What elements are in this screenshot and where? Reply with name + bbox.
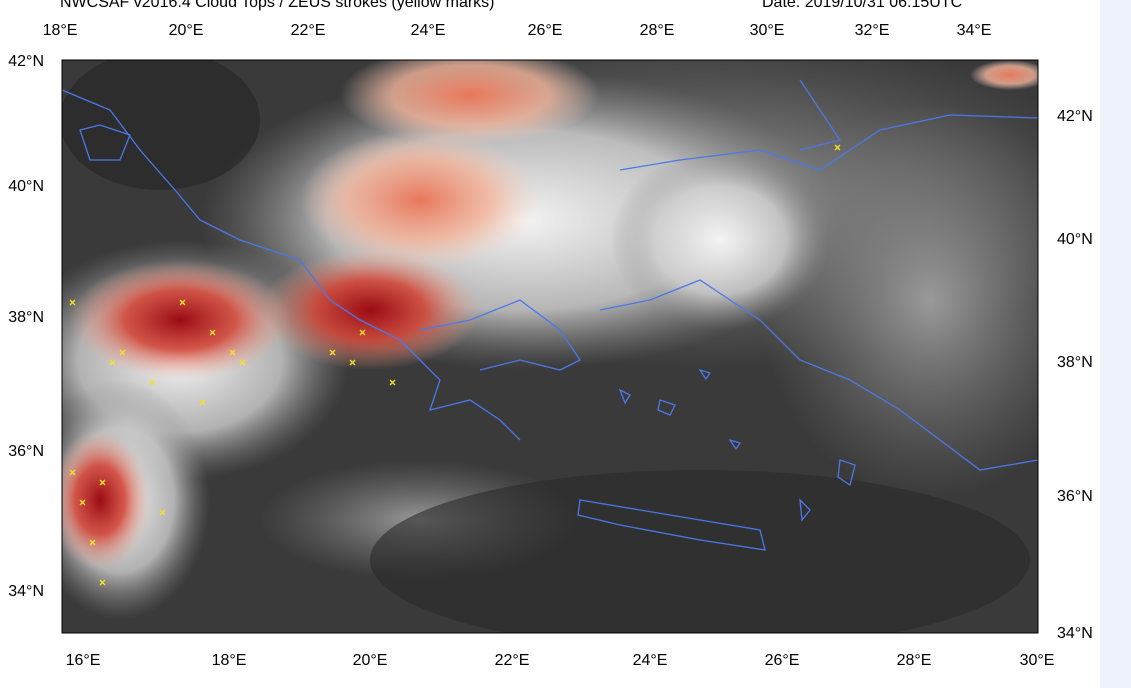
top-tick-label: 32°E bbox=[854, 22, 890, 39]
top-tick-label: 22°E bbox=[290, 22, 326, 39]
top-tick-label: 28°E bbox=[639, 22, 675, 39]
imagery bbox=[62, 60, 1038, 633]
cloud-top bbox=[340, 60, 600, 145]
cloud-top bbox=[62, 430, 150, 570]
left-tick-label: 36°N bbox=[8, 443, 44, 460]
bottom-tick-label: 28°E bbox=[896, 652, 932, 669]
cloud-top bbox=[70, 260, 290, 380]
coastline bbox=[577, 499, 766, 551]
bottom-tick-label: 18°E bbox=[211, 652, 247, 669]
top-tick-label: 20°E bbox=[168, 22, 204, 39]
sidebar bbox=[1100, 0, 1131, 688]
map-date: Date: 2019/10/31 06:15UTC bbox=[762, 0, 963, 11]
coastline bbox=[419, 299, 581, 371]
coastline bbox=[599, 279, 1038, 471]
right-tick-label: 40°N bbox=[1057, 231, 1093, 248]
coastline bbox=[62, 89, 521, 441]
top-tick-label: 18°E bbox=[42, 22, 78, 39]
bottom-tick-label: 16°E bbox=[65, 652, 101, 669]
map-frame bbox=[61, 59, 1039, 634]
right-tick-label: 42°N bbox=[1057, 108, 1093, 125]
top-tick-label: 26°E bbox=[527, 22, 563, 39]
left-tick-label: 38°N bbox=[8, 309, 44, 326]
bottom-tick-label: 20°E bbox=[352, 652, 388, 669]
left-tick-label: 42°N bbox=[8, 53, 44, 70]
top-tick-label: 34°E bbox=[956, 22, 992, 39]
clear-area bbox=[62, 60, 260, 190]
cloud-top bbox=[300, 130, 540, 270]
cloud-top bbox=[260, 250, 480, 370]
coastline bbox=[619, 114, 1038, 171]
islands bbox=[618, 368, 856, 522]
map-title: NWCSAF v2016.4 Cloud Tops / ZEUS strokes… bbox=[60, 0, 495, 11]
cloud-field bbox=[610, 150, 830, 330]
cloud-top bbox=[970, 60, 1038, 90]
right-tick-label: 38°N bbox=[1057, 354, 1093, 371]
right-tick-label: 34°N bbox=[1057, 625, 1093, 642]
stroke-marks bbox=[69, 144, 841, 586]
lightning-mark bbox=[69, 144, 841, 586]
bottom-tick-label: 24°E bbox=[632, 652, 668, 669]
bottom-tick-label: 26°E bbox=[764, 652, 800, 669]
top-tick-label: 30°E bbox=[749, 22, 785, 39]
right-tick-label: 36°N bbox=[1057, 488, 1093, 505]
coastline bbox=[79, 124, 131, 161]
bottom-tick-label: 22°E bbox=[494, 652, 530, 669]
left-tick-label: 34°N bbox=[8, 583, 44, 600]
bottom-tick-label: 30°E bbox=[1019, 652, 1055, 669]
border bbox=[799, 79, 842, 151]
clear-area bbox=[370, 470, 1030, 633]
map bbox=[61, 59, 1039, 634]
left-tick-label: 40°N bbox=[8, 178, 44, 195]
top-tick-label: 24°E bbox=[410, 22, 446, 39]
coastlines bbox=[62, 79, 1038, 551]
